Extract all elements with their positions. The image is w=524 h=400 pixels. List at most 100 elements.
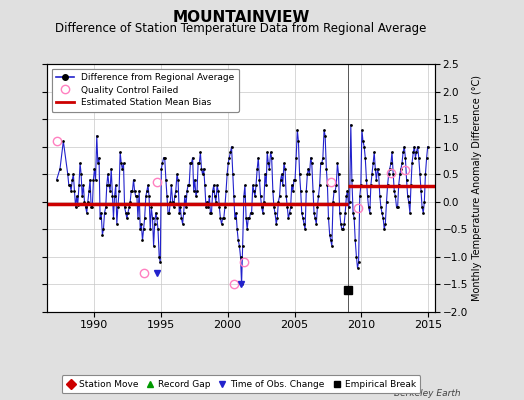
Point xyxy=(89,176,97,183)
Point xyxy=(176,204,184,210)
Point xyxy=(241,182,249,188)
Point xyxy=(357,182,365,188)
Point xyxy=(104,171,112,178)
Point xyxy=(358,127,366,133)
Point xyxy=(88,204,96,210)
Point xyxy=(313,204,322,210)
Point xyxy=(385,171,393,178)
Point xyxy=(248,182,257,188)
Point xyxy=(160,154,169,161)
Point xyxy=(275,193,283,200)
Point xyxy=(147,204,156,210)
Point xyxy=(331,188,340,194)
Point xyxy=(152,215,161,222)
Point xyxy=(397,166,405,172)
Legend: Station Move, Record Gap, Time of Obs. Change, Empirical Break: Station Move, Record Gap, Time of Obs. C… xyxy=(62,376,420,394)
Point xyxy=(281,166,289,172)
Point xyxy=(412,149,421,155)
Point xyxy=(155,254,163,260)
Point xyxy=(368,171,376,178)
Point xyxy=(401,154,410,161)
Point xyxy=(94,160,102,166)
Point xyxy=(102,204,110,210)
Point xyxy=(116,149,124,155)
Point xyxy=(364,204,373,210)
Point xyxy=(314,193,323,200)
Text: Difference of Station Temperature Data from Regional Average: Difference of Station Temperature Data f… xyxy=(56,22,427,35)
Point xyxy=(387,160,395,166)
Point xyxy=(339,226,347,232)
Point xyxy=(91,176,100,183)
Point xyxy=(330,188,339,194)
Point xyxy=(86,176,94,183)
Point xyxy=(346,122,355,128)
Point xyxy=(80,198,89,205)
Point xyxy=(200,166,208,172)
Point xyxy=(389,171,397,178)
Point xyxy=(299,215,307,222)
Point xyxy=(377,204,385,210)
Point xyxy=(279,182,287,188)
Legend: Difference from Regional Average, Quality Control Failed, Estimated Station Mean: Difference from Regional Average, Qualit… xyxy=(52,68,239,112)
Point xyxy=(221,204,229,210)
Point xyxy=(286,210,294,216)
Point xyxy=(324,215,333,222)
Point xyxy=(369,160,377,166)
Point xyxy=(121,204,129,210)
Point xyxy=(298,210,306,216)
Point xyxy=(271,210,279,216)
Point xyxy=(228,171,237,178)
Point xyxy=(348,176,356,183)
Point xyxy=(360,144,368,150)
Point xyxy=(419,210,428,216)
Point xyxy=(99,226,107,232)
Point xyxy=(225,154,234,161)
Point xyxy=(149,243,158,249)
Point xyxy=(194,160,202,166)
Point xyxy=(284,215,292,222)
Point xyxy=(287,204,295,210)
Point xyxy=(257,204,266,210)
Point xyxy=(342,193,351,200)
Point xyxy=(237,281,246,288)
Point xyxy=(256,193,265,200)
Point xyxy=(277,176,285,183)
Point xyxy=(392,204,401,210)
Point xyxy=(177,215,185,222)
Point xyxy=(264,160,272,166)
Point xyxy=(112,182,120,188)
Point xyxy=(246,210,255,216)
Point xyxy=(301,226,309,232)
Point xyxy=(212,198,220,205)
Y-axis label: Monthly Temperature Anomaly Difference (°C): Monthly Temperature Anomaly Difference (… xyxy=(472,75,482,301)
Point xyxy=(267,154,276,161)
Point xyxy=(100,210,108,216)
Point xyxy=(203,198,211,205)
Point xyxy=(311,215,319,222)
Point xyxy=(320,127,328,133)
Point xyxy=(181,193,189,200)
Point xyxy=(234,237,243,244)
Point xyxy=(134,215,142,222)
Point xyxy=(353,265,362,271)
Point xyxy=(374,166,382,172)
Point xyxy=(66,182,74,188)
Point xyxy=(243,226,252,232)
Point xyxy=(96,215,104,222)
Point xyxy=(395,182,403,188)
Point xyxy=(171,188,180,194)
Point xyxy=(253,166,261,172)
Point xyxy=(380,226,388,232)
Point xyxy=(129,176,138,183)
Point xyxy=(329,198,337,205)
Point xyxy=(185,182,193,188)
Point xyxy=(350,215,358,222)
Point xyxy=(217,221,226,227)
Point xyxy=(272,221,280,227)
Point xyxy=(186,160,194,166)
Point xyxy=(292,154,300,161)
Point xyxy=(158,160,167,166)
Point xyxy=(282,193,290,200)
Point xyxy=(173,171,181,178)
Point xyxy=(413,144,422,150)
